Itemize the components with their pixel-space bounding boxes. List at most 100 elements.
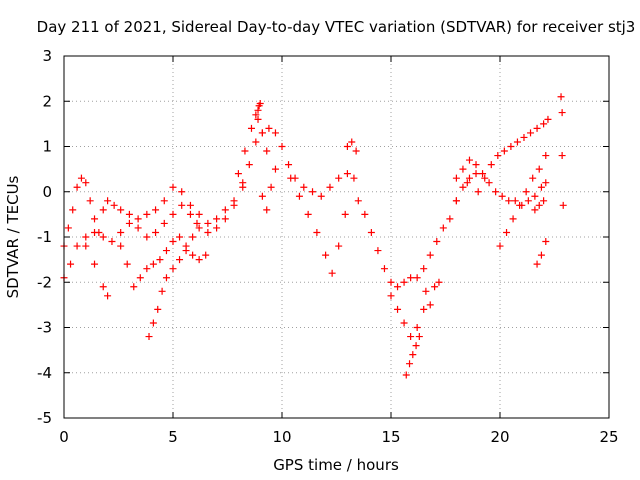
data-point <box>380 265 388 273</box>
data-point <box>189 233 197 241</box>
data-point <box>213 224 221 232</box>
data-point <box>335 242 343 250</box>
data-point <box>542 238 550 246</box>
data-point <box>492 188 500 196</box>
x-tick-label: 20 <box>490 428 509 446</box>
data-point <box>527 129 535 137</box>
data-point <box>367 228 375 236</box>
data-point <box>110 201 118 209</box>
data-point <box>91 228 99 236</box>
data-point <box>400 319 408 327</box>
data-point <box>169 210 177 218</box>
data-point <box>158 287 166 295</box>
data-point <box>463 179 471 187</box>
data-point <box>558 109 566 117</box>
data-point <box>412 342 420 350</box>
data-point <box>134 215 142 223</box>
data-point <box>400 278 408 286</box>
data-point <box>287 174 295 182</box>
data-point <box>435 278 443 286</box>
data-point <box>252 138 260 146</box>
data-point <box>258 129 266 137</box>
data-point <box>154 305 162 313</box>
data-point <box>343 143 351 150</box>
data-point <box>143 233 151 241</box>
data-point <box>91 260 99 268</box>
data-point <box>239 179 247 187</box>
data-point <box>313 228 321 236</box>
data-point <box>542 152 550 160</box>
data-point <box>204 228 212 236</box>
data-point <box>544 115 552 123</box>
data-point <box>513 138 521 146</box>
data-point <box>557 93 565 101</box>
data-point <box>134 224 142 232</box>
data-point <box>407 274 415 282</box>
data-point <box>520 133 528 141</box>
data-point <box>160 197 168 205</box>
y-tick-label: -2 <box>37 273 52 291</box>
grid-lines <box>64 56 609 418</box>
data-point <box>69 206 77 214</box>
data-point <box>511 197 519 205</box>
data-point <box>108 238 116 246</box>
data-point <box>505 197 513 205</box>
data-point <box>352 147 360 155</box>
data-point <box>559 201 567 209</box>
data-point <box>341 210 349 218</box>
data-point <box>348 138 356 146</box>
y-tick-label: 3 <box>42 47 52 65</box>
data-point <box>413 274 421 282</box>
x-axis-label: GPS time / hours <box>273 456 399 474</box>
data-point <box>182 247 190 255</box>
data-point <box>540 120 548 128</box>
data-point <box>503 228 511 236</box>
data-point <box>143 210 151 218</box>
data-point <box>533 124 541 132</box>
data-point <box>204 219 212 227</box>
data-point <box>130 283 138 291</box>
data-point <box>258 192 266 200</box>
data-point <box>317 192 325 200</box>
data-point <box>328 269 336 277</box>
data-point <box>406 360 414 368</box>
data-point <box>245 161 253 169</box>
data-point <box>542 179 550 187</box>
data-point <box>145 333 153 341</box>
data-point <box>394 305 402 313</box>
data-point <box>322 251 330 259</box>
data-point <box>104 197 112 205</box>
data-point <box>125 210 133 218</box>
data-point <box>507 143 515 150</box>
data-point <box>169 238 177 246</box>
data-point <box>446 215 454 223</box>
data-point <box>481 174 489 182</box>
data-point <box>496 242 504 250</box>
data-point <box>195 224 203 232</box>
x-tick-label: 15 <box>381 428 400 446</box>
data-point <box>82 233 90 241</box>
data-point <box>186 201 194 209</box>
data-point <box>422 287 430 295</box>
data-point <box>230 201 238 209</box>
data-point <box>82 242 90 250</box>
data-point <box>350 174 358 182</box>
data-point <box>537 183 545 191</box>
data-point <box>267 183 275 191</box>
data-point <box>452 174 460 182</box>
data-point <box>374 247 382 255</box>
data-point <box>285 161 293 169</box>
data-point <box>558 152 566 160</box>
data-point <box>516 201 524 209</box>
y-tick-label: 0 <box>42 183 52 201</box>
data-point <box>309 188 317 196</box>
data-point <box>99 283 107 291</box>
data-point <box>156 256 164 264</box>
data-point <box>402 371 410 379</box>
data-point <box>169 183 177 191</box>
data-point <box>221 215 229 223</box>
x-tick-label: 10 <box>272 428 291 446</box>
data-point <box>77 174 85 182</box>
data-point <box>271 129 279 137</box>
data-point <box>178 201 186 209</box>
